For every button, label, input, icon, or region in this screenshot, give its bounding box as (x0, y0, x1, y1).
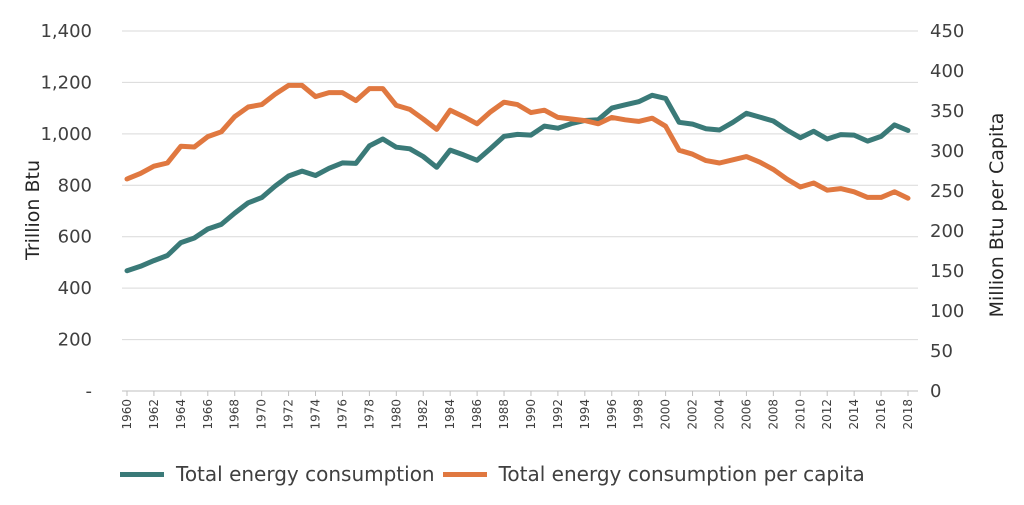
x-tick-label: 1982 (416, 399, 430, 430)
x-tick-label: 1984 (443, 399, 457, 430)
right-tick-label: 100 (930, 301, 964, 322)
x-tick-label: 2004 (712, 399, 726, 430)
right-axis-ticks: 0 50 100 150 200 250 300 350 400 450 (930, 21, 964, 402)
x-tick-label: 1972 (282, 399, 296, 430)
series-line-per-capita (124, 82, 911, 201)
left-axis-title: Trillion Btu (22, 160, 44, 261)
x-axis-ticks: 1960 1962 1964 1966 1968 1970 1972 1974 1976 1978… (120, 391, 915, 430)
x-tick-label: 1998 (632, 399, 646, 430)
right-tick-label: 200 (930, 221, 964, 242)
x-tick-label: 1992 (551, 399, 565, 430)
right-tick-label: 300 (930, 141, 964, 162)
x-tick-label: 2018 (901, 399, 915, 430)
legend: Total energy consumption Total energy co… (120, 462, 873, 486)
x-tick-label: 1986 (470, 399, 484, 430)
x-tick-label: 2016 (874, 399, 888, 430)
x-tick-label: 1962 (147, 399, 161, 430)
x-tick-label: 1988 (497, 399, 511, 430)
x-tick-label: 1994 (578, 399, 592, 430)
right-tick-label: 150 (930, 261, 964, 282)
right-tick-label: 0 (930, 381, 941, 402)
right-tick-label: 350 (930, 101, 964, 122)
legend-item-per-capita: Total energy consumption per capita (442, 462, 865, 486)
left-tick-label: 1,200 (40, 72, 92, 93)
x-tick-label: 1974 (309, 399, 323, 430)
x-tick-label: 1968 (228, 399, 242, 430)
x-tick-label: 1980 (389, 399, 403, 430)
legend-label-per-capita: Total energy consumption per capita (498, 462, 865, 486)
x-tick-label: 1996 (605, 399, 619, 430)
left-tick-label: 400 (58, 278, 92, 299)
left-tick-label: 800 (58, 175, 92, 196)
legend-swatch-per-capita (442, 471, 487, 477)
x-tick-label: 1976 (335, 399, 349, 430)
left-tick-label: 1,000 (40, 124, 92, 145)
left-tick-label: - (86, 381, 93, 402)
x-tick-label: 2012 (820, 399, 834, 430)
x-tick-label: 1978 (362, 399, 376, 430)
left-tick-label: 1,400 (40, 21, 92, 42)
legend-swatch-total (120, 471, 164, 477)
x-tick-label: 1970 (255, 399, 269, 430)
x-tick-label: 2008 (766, 399, 780, 430)
x-tick-label: 2002 (686, 399, 700, 430)
series-line-total (124, 92, 911, 274)
series-lines (124, 82, 911, 274)
left-axis-ticks: - 200 400 600 800 1,000 1,200 1,400 (40, 21, 92, 402)
right-axis-title: Million Btu per Capita (986, 113, 1008, 318)
x-tick-label: 1966 (201, 399, 215, 430)
right-tick-label: 400 (930, 61, 964, 82)
x-tick-label: 2000 (659, 399, 673, 430)
x-tick-label: 1964 (174, 399, 188, 430)
legend-item-total: Total energy consumption (120, 462, 435, 486)
x-tick-label: 2014 (847, 399, 861, 430)
left-tick-label: 200 (58, 330, 92, 351)
x-tick-label: 1960 (120, 399, 134, 430)
right-tick-label: 250 (930, 181, 964, 202)
x-tick-label: 2010 (793, 399, 807, 430)
x-tick-label: 1990 (524, 399, 538, 430)
right-tick-label: 450 (930, 21, 964, 42)
left-tick-label: 600 (58, 227, 92, 248)
legend-label-total: Total energy consumption (176, 462, 435, 486)
right-tick-label: 50 (930, 341, 953, 362)
x-tick-label: 2006 (739, 399, 753, 430)
